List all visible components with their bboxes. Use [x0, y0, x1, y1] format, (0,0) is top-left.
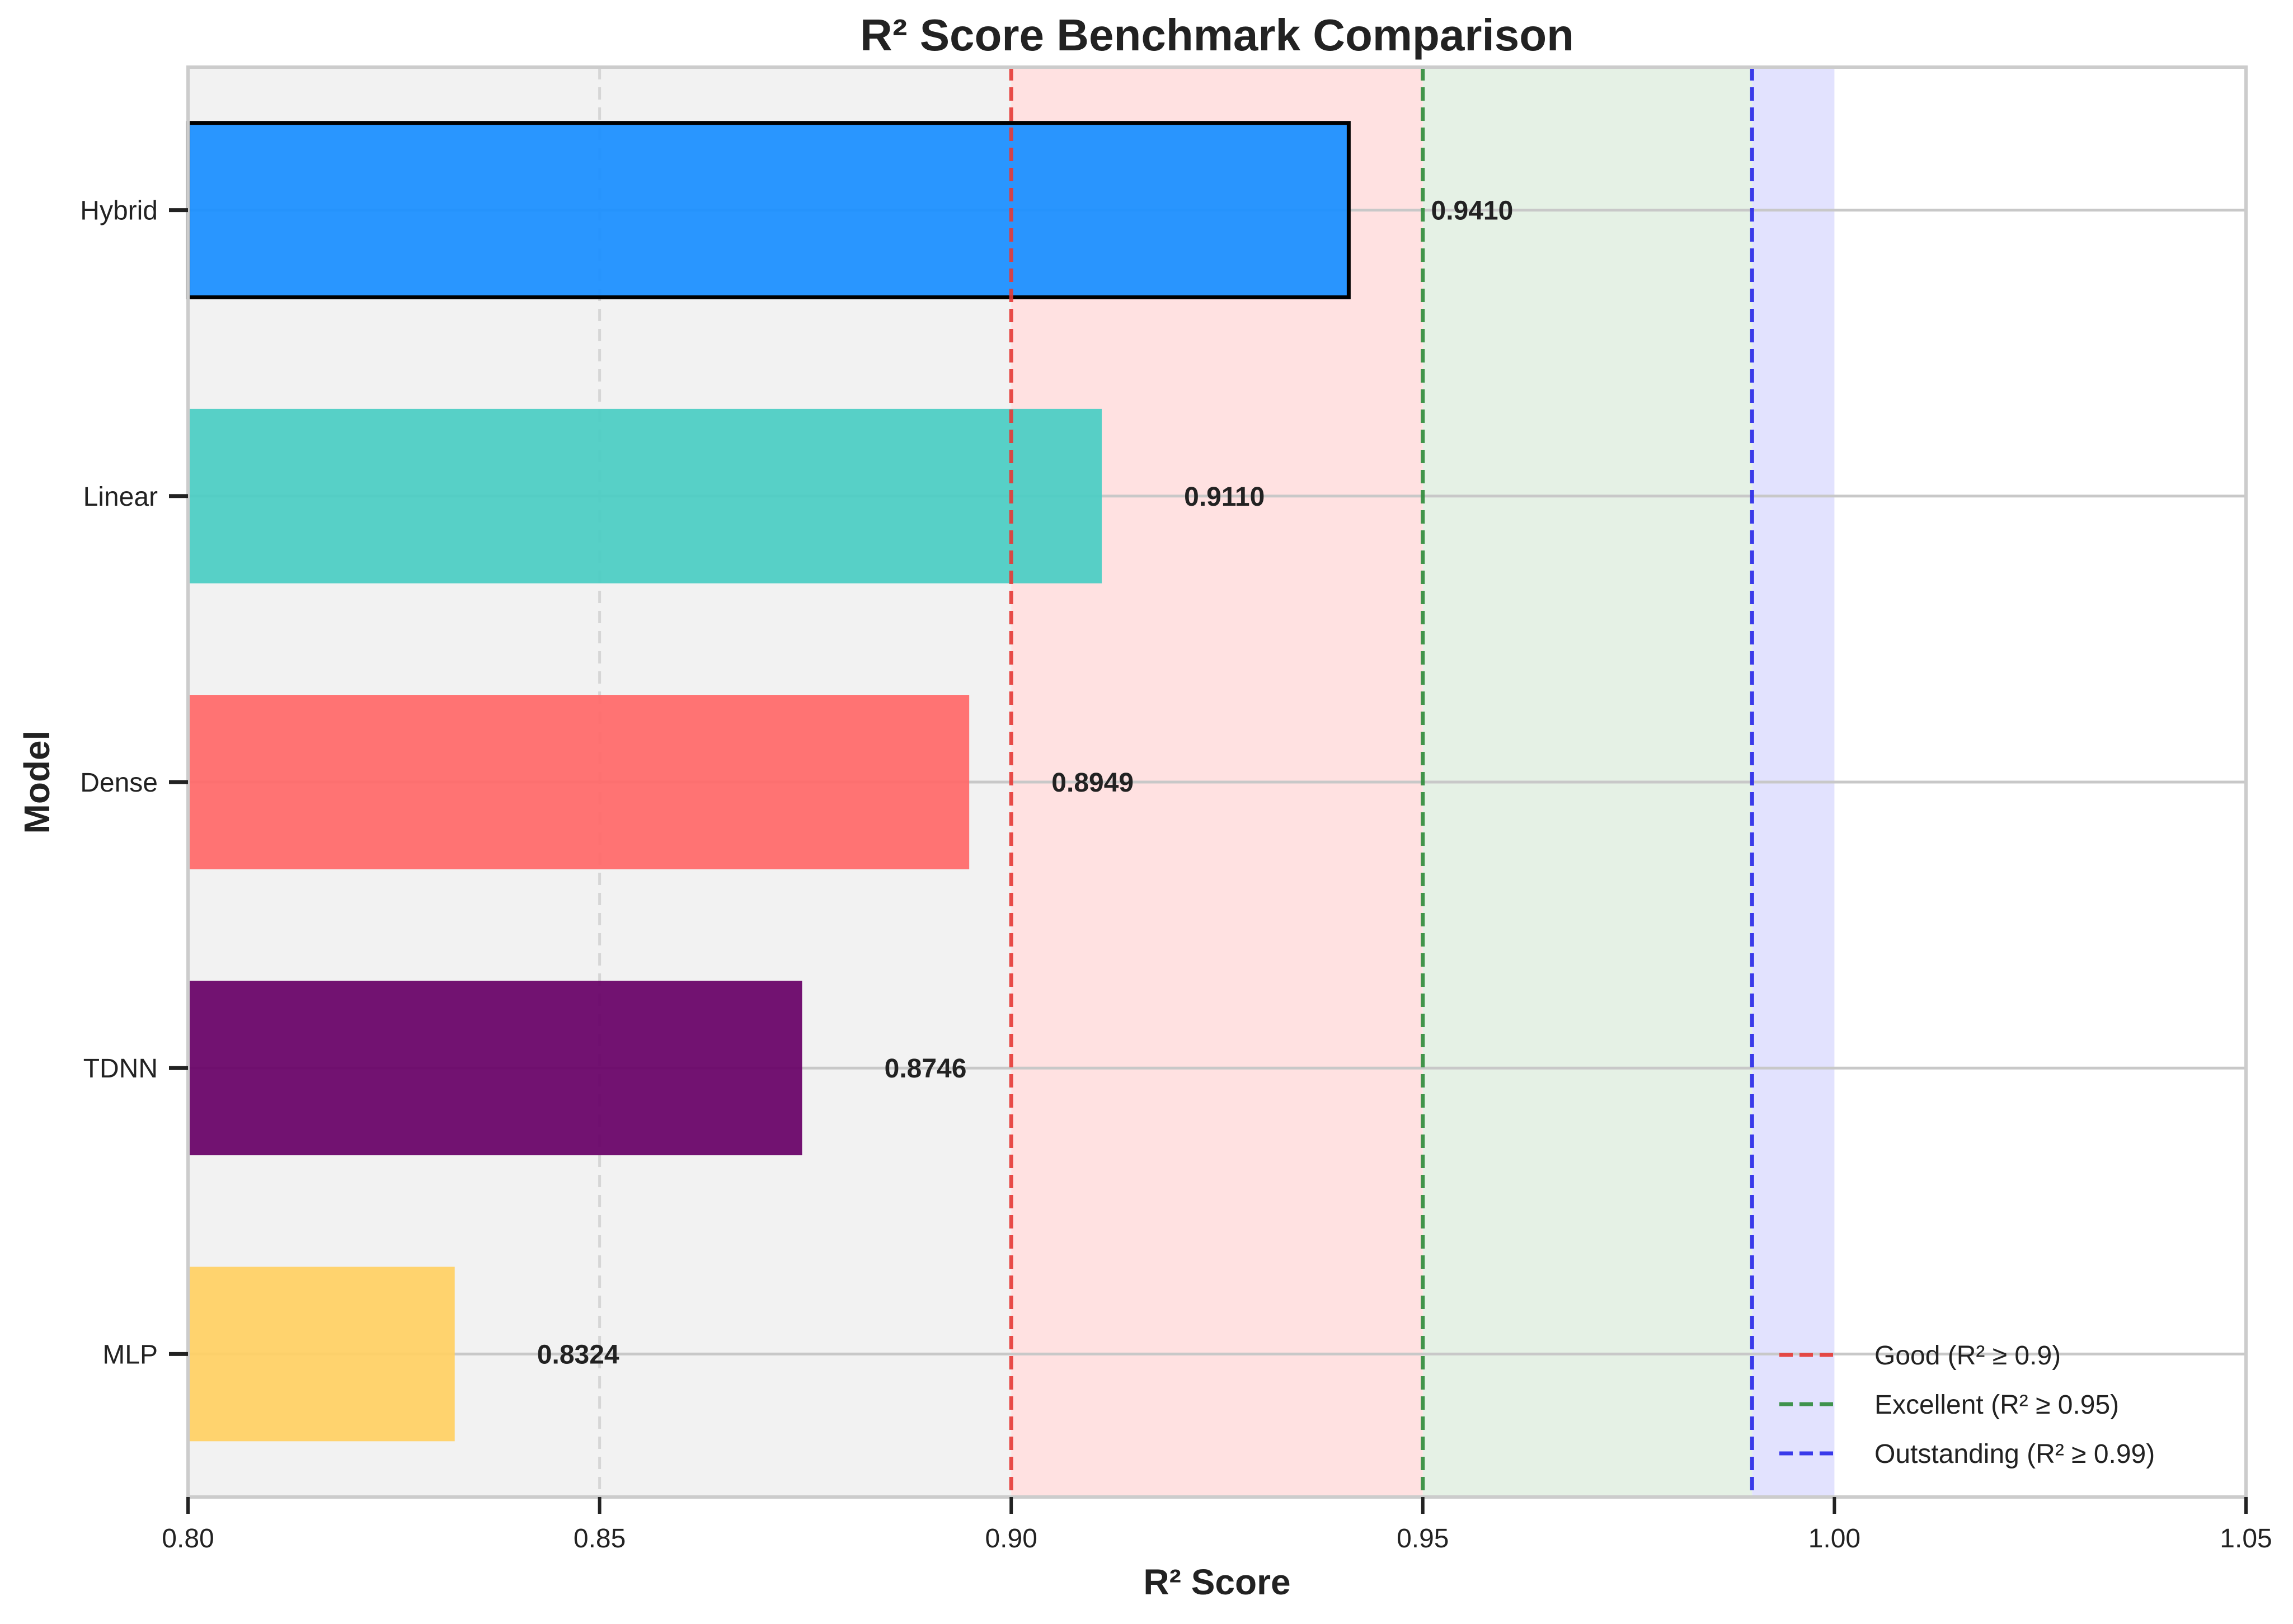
x-tick-label: 0.85: [574, 1524, 626, 1554]
bar-dense: [188, 695, 970, 869]
x-tick-label: 0.95: [1397, 1524, 1449, 1554]
y-tick-label-tdnn: TDNN: [83, 1054, 158, 1084]
bar-hybrid: [186, 121, 1351, 300]
legend-label-2: Outstanding (R² ≥ 0.99): [1874, 1439, 2155, 1469]
legend-label-0: Good (R² ≥ 0.9): [1874, 1341, 2061, 1371]
y-tick-label-linear: Linear: [83, 482, 158, 512]
legend: Good (R² ≥ 0.9) Excellent (R² ≥ 0.95) Outs…: [1779, 1341, 2155, 1469]
bar-linear: [188, 408, 1102, 583]
y-tick-label-dense: Dense: [80, 768, 158, 798]
x-tick-label: 0.90: [985, 1524, 1037, 1554]
value-label-linear: 0.9110: [1184, 482, 1265, 512]
x-tick-label: 1.05: [2220, 1524, 2272, 1554]
bar-tdnn: [188, 981, 802, 1156]
legend-label-1: Excellent (R² ≥ 0.95): [1874, 1390, 2119, 1420]
value-label-mlp: 0.8324: [537, 1340, 619, 1369]
value-label-tdnn: 0.8746: [885, 1054, 967, 1084]
y-tick-label-hybrid: Hybrid: [80, 196, 158, 226]
bar-mlp: [188, 1267, 455, 1442]
value-label-hybrid: 0.9410: [1431, 196, 1514, 226]
y-tick-label-mlp: MLP: [102, 1340, 158, 1369]
value-label-dense: 0.8949: [1051, 768, 1134, 798]
x-tick-label: 0.80: [162, 1524, 214, 1554]
chart-title: R² Score Benchmark Comparison: [860, 10, 1574, 60]
y-axis-label: Model: [17, 731, 57, 834]
x-tick-label: 1.00: [1808, 1524, 1860, 1554]
x-axis-label: R² Score: [1143, 1562, 1290, 1602]
